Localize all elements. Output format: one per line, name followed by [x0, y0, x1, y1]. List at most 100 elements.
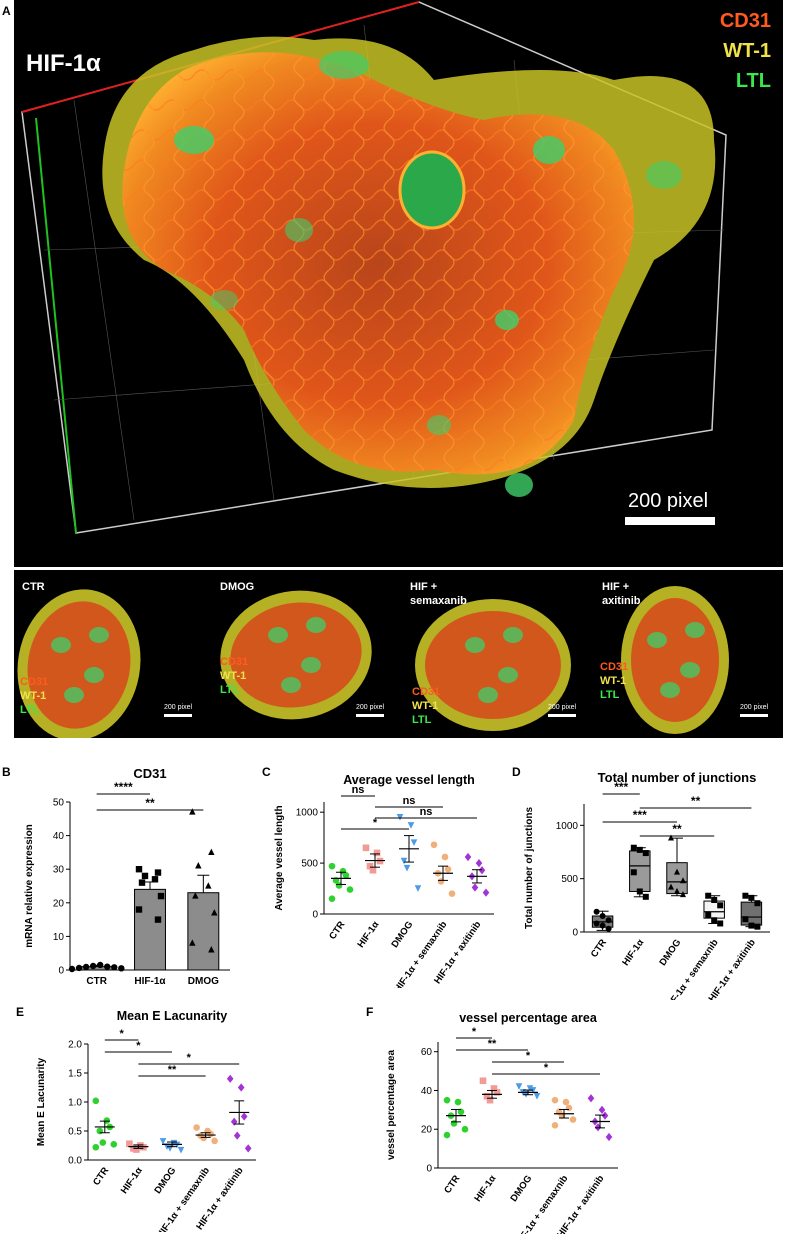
- data-point: [135, 906, 143, 913]
- data-point: [154, 916, 162, 923]
- data-point: [565, 1104, 573, 1112]
- data-point: [748, 894, 755, 901]
- data-point: [533, 1092, 541, 1100]
- scalebar-label: 200 pixel: [628, 490, 709, 512]
- significance-label: *: [187, 1052, 192, 1064]
- data-point: [205, 882, 212, 889]
- data-point: [448, 890, 456, 897]
- significance-label: ***: [614, 780, 628, 794]
- strip-ltl-spot: [84, 667, 104, 683]
- strip-legend-wt1: WT-1: [20, 690, 47, 702]
- data-point: [636, 888, 643, 895]
- data-point: [461, 1125, 469, 1133]
- data-point: [135, 866, 143, 873]
- y-tick-label: 50: [53, 798, 65, 809]
- y-tick-label: 0: [426, 1164, 432, 1175]
- strip-ltl-spot: [89, 627, 109, 643]
- y-tick-label: 1000: [296, 808, 319, 819]
- x-tick-label: CTR: [91, 1165, 111, 1187]
- significance-label: *: [119, 1028, 124, 1040]
- data-point: [96, 1127, 104, 1135]
- y-tick-label: 500: [561, 874, 578, 885]
- data-point: [92, 1143, 100, 1151]
- strip-legend-ltl: LTL: [600, 689, 620, 701]
- y-tick-label: 0.0: [68, 1156, 82, 1167]
- data-point: [680, 891, 686, 898]
- data-point: [68, 965, 76, 973]
- strip-cd31-layer: [631, 598, 719, 722]
- data-point: [362, 844, 370, 852]
- data-point: [605, 925, 612, 932]
- data-point: [328, 862, 336, 870]
- significance-label: **: [691, 794, 701, 808]
- data-point: [443, 1131, 451, 1139]
- strip-scalebar-label: 200 pixel: [356, 704, 385, 711]
- strip-ltl-spot: [301, 657, 321, 673]
- data-point: [754, 923, 761, 930]
- data-point: [551, 1122, 559, 1129]
- legend-cd31: CD31: [719, 10, 771, 32]
- data-point: [464, 852, 472, 862]
- data-point: [711, 917, 718, 924]
- bar: [134, 888, 166, 971]
- significance-label: ***: [633, 808, 647, 822]
- strip-ltl-spot: [306, 617, 326, 633]
- strip-ltl-spot: [647, 632, 667, 648]
- chart-title: Average vessel length: [343, 773, 475, 787]
- data-point: [96, 961, 104, 969]
- strip-legend-ltl: LTL: [220, 684, 240, 696]
- data-point: [430, 841, 438, 849]
- y-tick-label: 1000: [556, 821, 579, 832]
- significance-label: *: [526, 1050, 531, 1062]
- data-point: [642, 893, 649, 900]
- strip-legend-cd31: CD31: [412, 686, 441, 698]
- strip-scalebar-label: 200 pixel: [164, 704, 193, 711]
- x-tick-label: DMOG: [188, 976, 219, 987]
- strip-legend-ltl: LTL: [412, 714, 432, 726]
- strip-legend-cd31: CD31: [600, 661, 629, 673]
- significance-label: **: [145, 796, 155, 810]
- strip-scalebar: [164, 714, 192, 717]
- x-tick-label: CTR: [589, 937, 609, 959]
- data-point: [587, 1094, 595, 1103]
- image-title: HIF-1α: [26, 50, 101, 77]
- data-point: [118, 965, 125, 972]
- data-point: [479, 1077, 487, 1085]
- strip-ltl-spot: [64, 687, 84, 703]
- data-point: [674, 887, 680, 894]
- legend-ltl: LTL: [735, 70, 771, 92]
- y-tick-label: 40: [421, 1086, 433, 1097]
- strip-scalebar: [356, 714, 384, 717]
- y-tick-label: 2.0: [68, 1040, 82, 1051]
- data-point: [593, 908, 600, 915]
- data-point: [346, 886, 354, 893]
- strip-organoid-render: [17, 589, 192, 738]
- data-point: [668, 834, 674, 841]
- y-tick-label: 20: [421, 1125, 433, 1136]
- strip-ltl-spot: [465, 637, 485, 653]
- data-point: [240, 1112, 248, 1121]
- significance-label: ns: [352, 784, 365, 796]
- strip-legend-wt1: WT-1: [600, 675, 627, 687]
- data-point: [403, 864, 411, 872]
- y-tick-label: 0: [58, 966, 64, 977]
- main-microscopy-image: HIF-1α CD31 WT-1 LTL 200 pixel: [14, 0, 783, 567]
- data-point: [230, 1117, 238, 1126]
- data-point: [705, 892, 712, 899]
- strip-ltl-spot: [685, 622, 705, 638]
- x-tick-label: HIF-1α: [355, 919, 381, 950]
- data-point: [414, 885, 422, 892]
- data-point: [104, 963, 111, 970]
- strip-legend-wt1: WT-1: [412, 700, 439, 712]
- data-point: [373, 849, 381, 857]
- data-point: [471, 883, 479, 892]
- strip-ltl-spot: [268, 627, 288, 643]
- data-point: [482, 888, 490, 897]
- data-point: [208, 848, 215, 855]
- y-tick-label: 10: [53, 932, 65, 943]
- y-axis-label: mRNA relative expression: [24, 824, 35, 948]
- data-point: [193, 1124, 200, 1131]
